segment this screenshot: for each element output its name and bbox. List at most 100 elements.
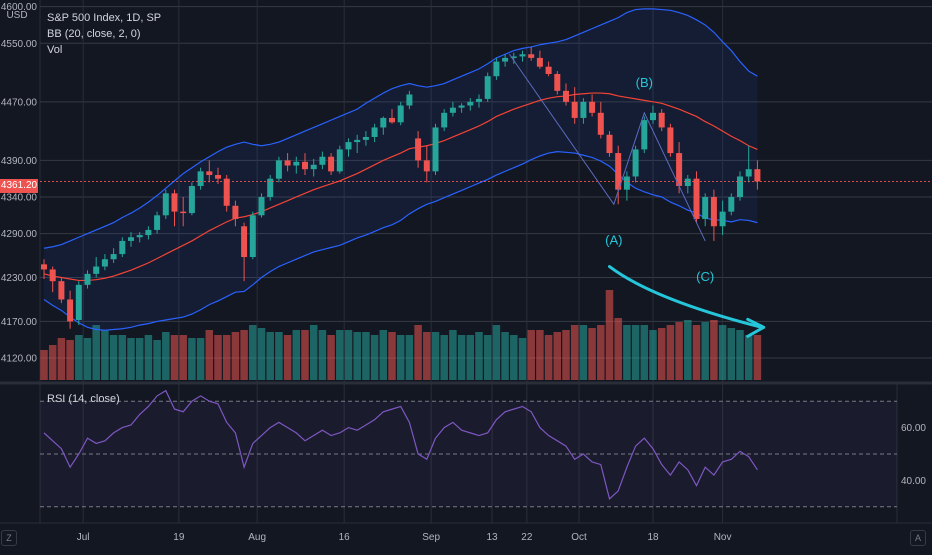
candle-body	[502, 57, 509, 62]
candle-body	[597, 112, 604, 135]
price-tick-label: 4290.00	[1, 229, 38, 240]
chart-title: S&P 500 Index, 1D, SP	[47, 12, 162, 24]
time-tick-label: Jul	[77, 532, 90, 543]
volume-bar	[605, 290, 614, 380]
candle-body	[615, 153, 622, 190]
candle-body	[67, 299, 74, 322]
volume-bar	[327, 335, 335, 380]
candle-body	[171, 193, 178, 212]
volume-bar	[657, 328, 666, 380]
time-tick-label: 19	[173, 532, 185, 543]
candle-body	[702, 196, 709, 219]
volume-bar	[396, 335, 405, 380]
candle-body	[684, 178, 691, 187]
candle-body	[362, 136, 369, 140]
volume-bar	[483, 335, 492, 380]
volume-bar	[231, 332, 240, 380]
candle-body	[536, 57, 543, 67]
volume-bar	[144, 335, 153, 380]
volume-bar	[222, 335, 231, 380]
volume-bar	[66, 340, 74, 380]
time-tick-label: 13	[486, 532, 498, 543]
candle-body	[275, 160, 282, 179]
candle-body	[510, 56, 517, 58]
last-price-tag: 4361.20	[0, 179, 38, 193]
rsi-indicator-label[interactable]: RSI (14, close)	[47, 393, 120, 405]
candle-body	[563, 90, 569, 102]
candle-body	[719, 211, 726, 227]
timezone-button[interactable]: Z	[1, 530, 17, 546]
volume-bar	[553, 332, 562, 380]
candle-body	[589, 101, 596, 113]
price-tick-label: 4120.00	[1, 354, 38, 365]
volume-bar	[718, 325, 727, 380]
volume-bar	[318, 330, 327, 380]
volume-bar	[692, 325, 701, 380]
candle-body	[737, 176, 743, 197]
vol-indicator-label[interactable]: Vol	[47, 44, 63, 56]
price-tick-label: 4170.00	[1, 317, 38, 328]
candle-body	[241, 226, 248, 258]
volume-bar	[457, 335, 466, 380]
projection-arrow-head	[746, 317, 766, 338]
candle-body	[519, 54, 526, 57]
volume-bar	[475, 332, 483, 380]
price-tick-label: 4390.00	[1, 156, 38, 167]
candle-body	[128, 237, 134, 241]
volume-bar	[466, 335, 475, 380]
bb-indicator-label[interactable]: BB (20, close, 2, 0)	[47, 28, 141, 40]
bollinger-basis-line	[43, 92, 758, 282]
volume-bar	[179, 335, 187, 380]
candle-body	[380, 117, 387, 128]
candle-body	[728, 196, 735, 212]
candle-body	[580, 101, 587, 118]
auto-scale-button[interactable]: A	[910, 530, 926, 546]
volume-bar	[623, 325, 631, 380]
volume-bar	[588, 328, 596, 380]
candle-body	[371, 127, 378, 137]
candle-body	[676, 153, 683, 187]
volume-bar	[162, 332, 170, 380]
candle-body	[623, 176, 630, 190]
time-tick-label: 22	[521, 532, 533, 543]
projection-arrow	[608, 265, 764, 329]
volume-bar	[518, 338, 527, 380]
volume-bar	[640, 325, 649, 380]
volume-bar	[40, 350, 48, 380]
candle-body	[571, 101, 578, 118]
candle-body	[441, 112, 448, 128]
candle-body	[406, 94, 413, 106]
volume-bar	[736, 330, 744, 380]
candle-body	[650, 112, 656, 121]
candle-body	[310, 164, 317, 170]
volume-bar	[423, 332, 431, 380]
time-tick-label: Nov	[714, 532, 732, 543]
candle-body	[267, 178, 274, 197]
volume-bar	[101, 330, 109, 380]
candle-body	[641, 120, 648, 150]
volume-bar	[501, 332, 509, 380]
price-tick-label: 4600.00	[1, 2, 38, 13]
volume-bar	[283, 335, 292, 380]
candle-body	[119, 240, 126, 255]
volume-bar	[353, 332, 361, 380]
volume-bar	[170, 335, 179, 380]
volume-bar	[196, 338, 205, 380]
candle-body	[180, 211, 187, 214]
candle-body	[449, 107, 456, 113]
wave-label: (B)	[636, 75, 653, 90]
volume-bar	[336, 330, 344, 380]
volume-bar	[249, 325, 257, 380]
candle-body	[154, 215, 161, 230]
candle-body	[667, 127, 674, 154]
volume-bar	[431, 332, 440, 380]
candle-body	[493, 61, 500, 77]
candle-body	[206, 171, 213, 176]
elliott-wave-line	[509, 53, 706, 242]
candle-body	[397, 105, 404, 123]
volume-bar	[440, 335, 448, 380]
volume-bar	[257, 328, 266, 380]
candle-body	[345, 142, 352, 150]
volume-bar	[536, 330, 544, 380]
